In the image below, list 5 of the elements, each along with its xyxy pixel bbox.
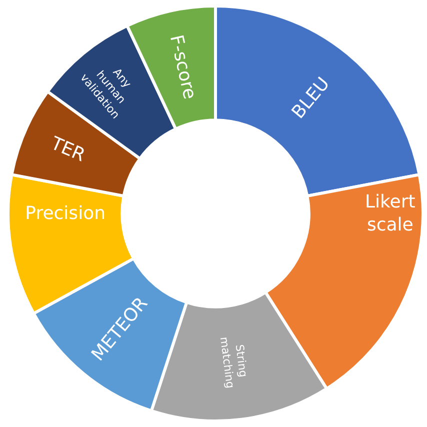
slice-label: Likert scale	[364, 191, 416, 236]
slice-label: F-score	[165, 32, 200, 102]
slice-label: TER	[46, 132, 88, 166]
slice-label: String matching	[217, 336, 250, 390]
slice-label: Precision	[25, 203, 106, 224]
